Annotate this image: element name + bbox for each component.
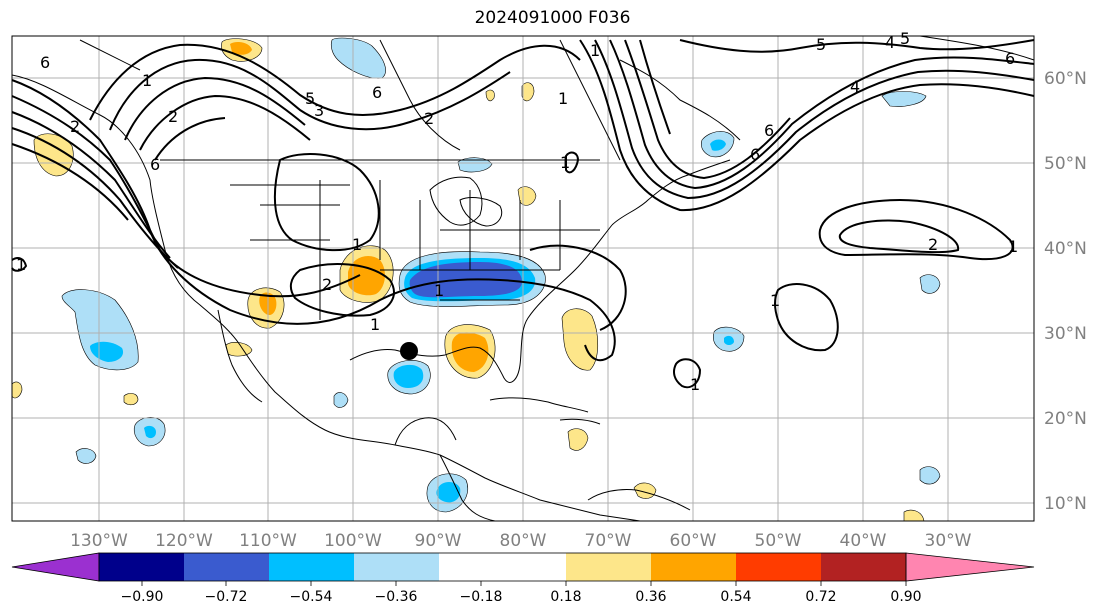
colorbar: −0.90 −0.72 −0.54 −0.36 −0.18 0.18 0.36 …	[11, 552, 1035, 605]
contour-label: 2	[322, 275, 332, 294]
contour-label: 3	[314, 101, 324, 120]
colorbar-segment	[354, 553, 439, 581]
lon-label: 50°W	[755, 531, 802, 551]
contour-label: 1	[1008, 237, 1018, 256]
lat-label: 40°N	[1044, 239, 1087, 259]
lat-label: 30°N	[1044, 324, 1087, 344]
map-title: 2024091000 F036	[474, 8, 631, 28]
lat-label: 10°N	[1044, 494, 1087, 514]
map-frame	[11, 35, 1035, 522]
contour-label: 2	[928, 235, 938, 254]
contour-label: 2	[424, 109, 434, 128]
contour-labels: 6 1 2 5 6 3 2 1 2 1 1 1 2 1 1 5 4 5 4 6 …	[16, 29, 1018, 394]
coastlines	[11, 35, 1035, 522]
colorbar-segment	[99, 553, 184, 581]
contour-label: 2	[70, 117, 80, 136]
lon-label: 70°W	[585, 531, 632, 551]
contour-label: 1	[560, 153, 570, 172]
colorbar-segment	[566, 553, 651, 581]
contour-label: 6	[40, 53, 50, 72]
colorbar-tick-label: 0.72	[805, 589, 836, 605]
height-contours	[11, 39, 1035, 389]
colorbar-tick-label: −0.90	[121, 589, 164, 605]
storm-center-marker	[400, 342, 418, 360]
colorbar-extend-low	[11, 552, 100, 582]
lon-label: 110°W	[239, 531, 297, 551]
lon-label: 120°W	[155, 531, 213, 551]
colorbar-tick-label: 0.18	[550, 589, 581, 605]
contour-label: 5	[305, 89, 315, 108]
contour-label: 1	[770, 291, 780, 310]
contour-label: 6	[750, 145, 760, 164]
colorbar-segment	[269, 553, 354, 581]
lat-label: 50°N	[1044, 154, 1087, 174]
contour-label: 1	[16, 255, 26, 274]
lon-label: 90°W	[415, 531, 462, 551]
latitude-labels: 60°N 50°N 40°N 30°N 20°N 10°N	[1044, 69, 1087, 514]
colorbar-segment	[821, 553, 906, 581]
contour-label: 6	[150, 155, 160, 174]
lon-label: 60°W	[670, 531, 717, 551]
colorbar-segment	[736, 553, 821, 581]
longitude-labels: 130°W 120°W 110°W 100°W 90°W 80°W 70°W 6…	[70, 531, 972, 551]
contour-label: 4	[850, 77, 860, 96]
contour-label: 1	[690, 375, 700, 394]
colorbar-tick-label: −0.72	[205, 589, 248, 605]
contour-label: 2	[168, 107, 178, 126]
colorbar-segment	[184, 553, 269, 581]
lat-label: 60°N	[1044, 69, 1087, 89]
contour-label: 5	[900, 29, 910, 48]
contour-label: 1	[434, 281, 444, 300]
lon-label: 40°W	[840, 531, 887, 551]
colorbar-tick-label: 0.54	[720, 589, 751, 605]
contour-label: 6	[764, 121, 774, 140]
colorbar-tick-label: −0.18	[460, 589, 503, 605]
colorbar-tick-label: 0.36	[635, 589, 666, 605]
contour-label: 6	[372, 83, 382, 102]
lon-label: 130°W	[70, 531, 128, 551]
colorbar-segment	[439, 553, 566, 581]
contour-label: 1	[370, 315, 380, 334]
colorbar-extend-high	[905, 552, 1035, 582]
colorbar-tick-label: −0.54	[290, 589, 333, 605]
contour-label: 1	[352, 235, 362, 254]
contour-label: 6	[1005, 49, 1015, 68]
colorbar-segment	[651, 553, 736, 581]
lon-label: 80°W	[500, 531, 547, 551]
contour-label: 1	[590, 41, 600, 60]
lon-label: 100°W	[324, 531, 382, 551]
contour-label: 1	[142, 71, 152, 90]
colorbar-tick-label: 0.90	[890, 589, 921, 605]
lat-label: 20°N	[1044, 409, 1087, 429]
contour-label: 4	[885, 33, 895, 52]
contour-label: 1	[558, 89, 568, 108]
contour-label: 5	[816, 35, 826, 54]
lon-label: 30°W	[925, 531, 972, 551]
colorbar-tick-label: −0.36	[375, 589, 418, 605]
